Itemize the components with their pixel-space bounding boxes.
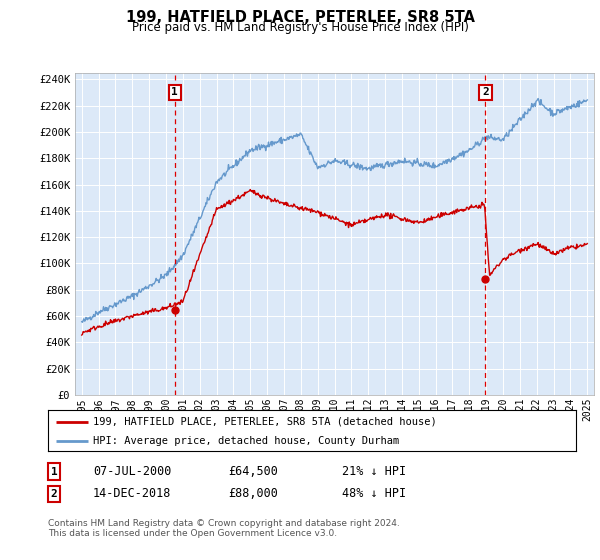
Text: 2: 2	[482, 87, 489, 97]
Text: Price paid vs. HM Land Registry's House Price Index (HPI): Price paid vs. HM Land Registry's House …	[131, 21, 469, 34]
Text: 199, HATFIELD PLACE, PETERLEE, SR8 5TA (detached house): 199, HATFIELD PLACE, PETERLEE, SR8 5TA (…	[93, 417, 437, 427]
Text: 199, HATFIELD PLACE, PETERLEE, SR8 5TA: 199, HATFIELD PLACE, PETERLEE, SR8 5TA	[125, 10, 475, 25]
Text: 48% ↓ HPI: 48% ↓ HPI	[342, 487, 406, 501]
Text: Contains HM Land Registry data © Crown copyright and database right 2024.: Contains HM Land Registry data © Crown c…	[48, 519, 400, 528]
Text: 14-DEC-2018: 14-DEC-2018	[93, 487, 172, 501]
Text: This data is licensed under the Open Government Licence v3.0.: This data is licensed under the Open Gov…	[48, 529, 337, 538]
Text: 1: 1	[172, 87, 178, 97]
Text: 21% ↓ HPI: 21% ↓ HPI	[342, 465, 406, 478]
Text: £88,000: £88,000	[228, 487, 278, 501]
Text: HPI: Average price, detached house, County Durham: HPI: Average price, detached house, Coun…	[93, 436, 399, 446]
Text: 2: 2	[50, 489, 58, 499]
Text: 1: 1	[50, 466, 58, 477]
Text: £64,500: £64,500	[228, 465, 278, 478]
Text: 07-JUL-2000: 07-JUL-2000	[93, 465, 172, 478]
